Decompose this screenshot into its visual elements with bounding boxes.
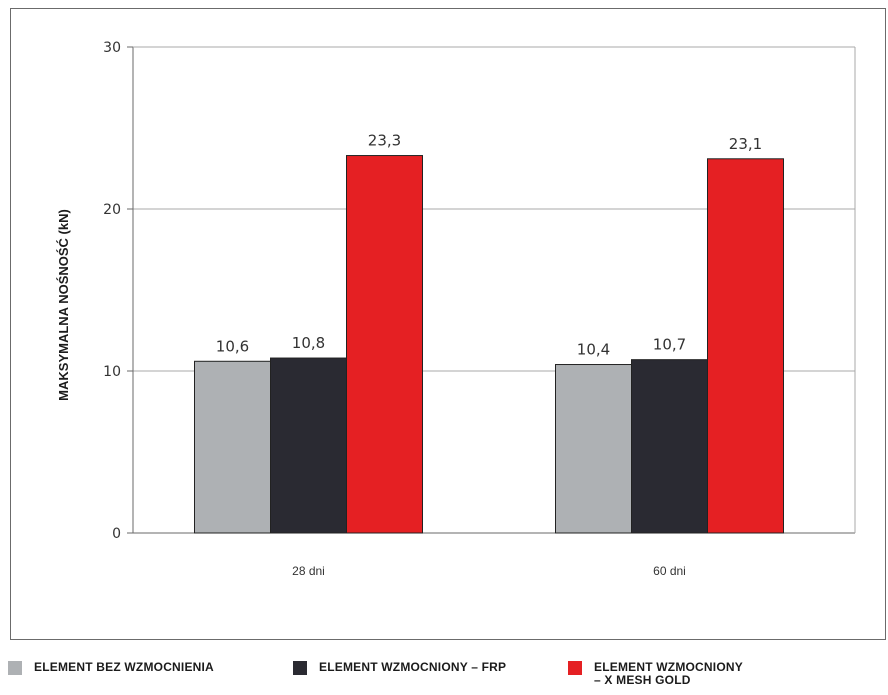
y-tick-label: 0 bbox=[112, 526, 121, 542]
legend-item-no-reinforcement: ELEMENT BEZ WZMOCNIENIA bbox=[8, 655, 214, 675]
bar bbox=[631, 359, 708, 534]
chart-legend: ELEMENT BEZ WZMOCNIENIA ELEMENT WZMOCNIO… bbox=[8, 655, 884, 695]
legend-swatch bbox=[293, 661, 307, 675]
y-tick-label: 20 bbox=[103, 202, 121, 218]
legend-label: ELEMENT WZMOCNIONY – FRP bbox=[319, 660, 507, 674]
legend-swatch bbox=[8, 661, 22, 675]
bar bbox=[270, 357, 347, 534]
bar bbox=[346, 155, 423, 534]
legend-label: ELEMENT BEZ WZMOCNIENIA bbox=[34, 660, 214, 674]
y-axis-title: MAKSYMALNA NOŚNOŚĆ (kN) bbox=[56, 209, 71, 401]
data-label: 10,7 bbox=[653, 336, 686, 354]
chart-frame bbox=[10, 8, 886, 640]
bar-chart: 0 10 20 30 10,6 10,8 23,3 28 dni 10,4 10,7 23,1 60 … bbox=[56, 40, 856, 578]
x-tick-label: 60 dni bbox=[653, 564, 686, 578]
y-tick-label: 30 bbox=[103, 40, 121, 56]
data-label: 10,8 bbox=[292, 334, 325, 352]
legend-label: ELEMENT WZMOCNIONY – X MESH GOLD bbox=[594, 660, 743, 687]
bar bbox=[555, 364, 632, 534]
x-tick-label: 28 dni bbox=[292, 564, 325, 578]
bar bbox=[194, 360, 271, 534]
data-label: 10,4 bbox=[577, 341, 610, 359]
legend-swatch bbox=[568, 661, 582, 675]
bar bbox=[707, 158, 784, 534]
data-label: 23,1 bbox=[729, 135, 762, 153]
data-label: 23,3 bbox=[368, 132, 401, 150]
legend-item-x-mesh-gold: ELEMENT WZMOCNIONY – X MESH GOLD bbox=[568, 655, 743, 687]
legend-item-frp: ELEMENT WZMOCNIONY – FRP bbox=[293, 655, 506, 675]
y-tick-label: 10 bbox=[103, 364, 121, 380]
data-label: 10,6 bbox=[216, 337, 249, 355]
